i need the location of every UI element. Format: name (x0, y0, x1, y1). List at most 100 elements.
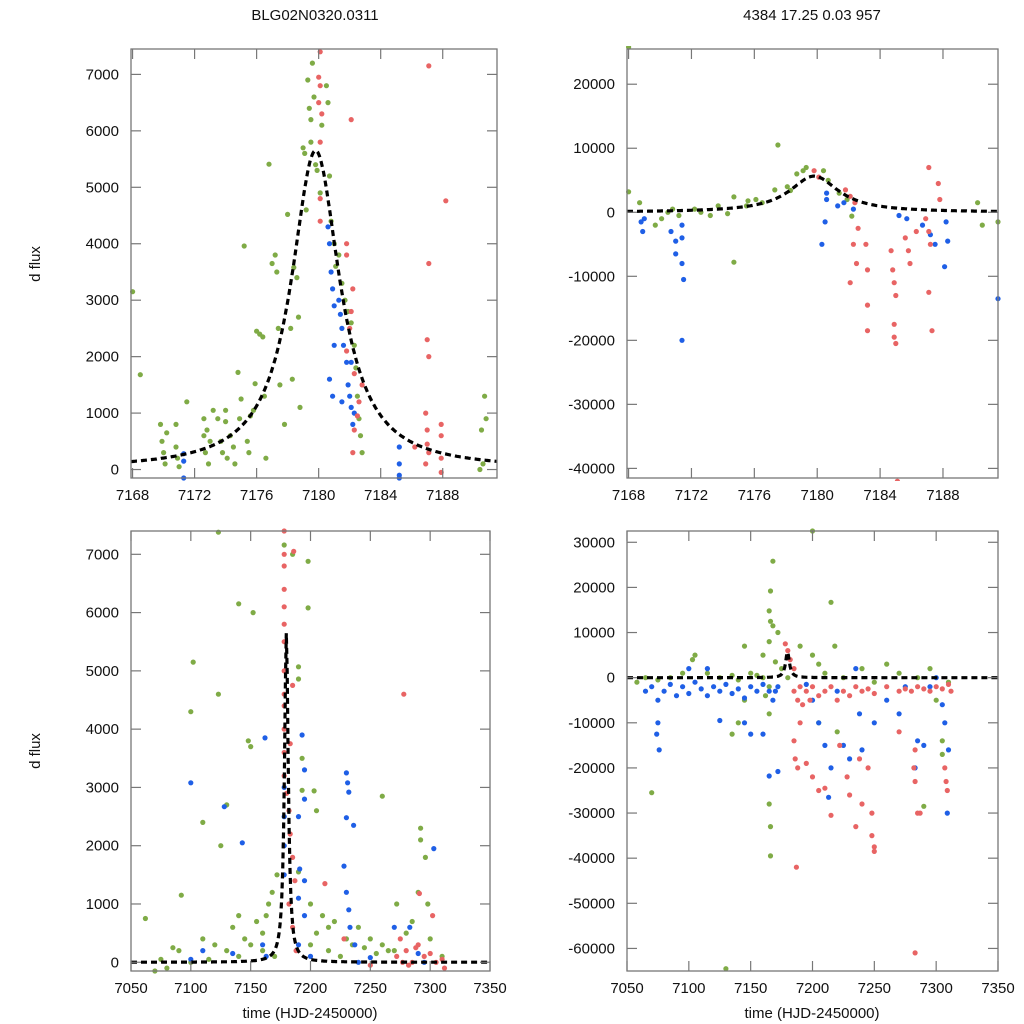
data-point (176, 464, 182, 470)
data-point (316, 74, 322, 80)
data-point (230, 924, 236, 930)
data-point (797, 684, 803, 690)
y-tick-label: -10000 (568, 268, 615, 285)
data-point (281, 604, 287, 610)
data-point (754, 688, 760, 694)
data-point (692, 679, 698, 685)
data-point (942, 264, 948, 270)
data-point (350, 450, 356, 456)
data-point (281, 542, 287, 548)
data-point (224, 455, 230, 461)
plot-frame (130, 48, 498, 479)
data-point (945, 238, 951, 244)
data-point (896, 729, 902, 735)
data-point (686, 690, 692, 697)
data-point (431, 846, 437, 852)
data-point (204, 427, 210, 433)
data-point (933, 697, 939, 703)
data-point (748, 731, 754, 737)
data-point (281, 551, 287, 557)
data-point (856, 711, 863, 717)
data-point (223, 419, 229, 425)
data-point (274, 872, 280, 878)
data-point (717, 688, 723, 694)
data-point (760, 731, 766, 737)
data-point (311, 788, 317, 794)
data-point (912, 950, 918, 956)
data-point (828, 812, 834, 818)
data-point (367, 955, 373, 961)
data-point (373, 950, 379, 957)
data-point (762, 693, 769, 699)
series-blue (638, 190, 1001, 343)
y-tick-label: 4000 (86, 721, 119, 738)
data-point (347, 924, 353, 930)
data-point (933, 684, 939, 690)
model-curve (627, 646, 998, 680)
data-point (427, 950, 433, 957)
y-tick-label: 3000 (86, 292, 119, 309)
panel-top-right: 7168 7172 7176 7180 7184 7188 -40000 -30000 -200… (568, 46, 1001, 504)
data-point (291, 548, 297, 555)
data-point (871, 848, 877, 855)
data-point (871, 690, 877, 697)
data-point (654, 731, 660, 737)
data-point (339, 325, 345, 331)
data-point (357, 433, 364, 439)
data-point (418, 837, 424, 843)
data-point (317, 139, 323, 145)
data-point (337, 311, 343, 317)
data-point (354, 413, 360, 419)
x-tick-label: 7300 (413, 980, 446, 997)
data-point (859, 801, 865, 807)
data-point (188, 709, 194, 715)
data-point (331, 303, 337, 309)
data-point (793, 864, 800, 870)
data-point (178, 892, 184, 898)
data-point (246, 450, 252, 456)
data-point (176, 948, 182, 954)
data-point (224, 948, 230, 954)
x-tick-label: 7172 (178, 487, 211, 504)
x-tick-label: 7250 (858, 980, 891, 997)
y-tick-label: 1000 (86, 896, 119, 913)
data-point (184, 399, 190, 405)
data-point (859, 666, 865, 672)
data-point (748, 670, 754, 676)
data-point (308, 139, 314, 145)
series-red (811, 164, 943, 481)
data-point (309, 60, 315, 66)
data-point (894, 478, 900, 481)
data-point (655, 697, 661, 703)
data-point (673, 251, 679, 257)
data-point (856, 756, 863, 762)
data-point (322, 881, 328, 887)
data-point (673, 693, 680, 699)
data-point (317, 218, 323, 224)
data-point (679, 337, 685, 343)
data-point (303, 207, 309, 213)
data-point (844, 196, 850, 203)
data-point (926, 228, 932, 235)
data-point (741, 643, 748, 649)
y-tick-label: 0 (607, 204, 615, 221)
x-tick-label: 7168 (116, 487, 149, 504)
y-tick-label: -40000 (568, 460, 615, 477)
data-point (173, 421, 179, 427)
data-point (426, 260, 432, 267)
data-point (343, 815, 349, 821)
data-point (331, 918, 337, 925)
data-point (865, 765, 871, 771)
data-point (441, 965, 448, 971)
data-point (797, 720, 803, 726)
data-point (164, 430, 170, 436)
y-tick-label: 7000 (86, 546, 119, 563)
data-point (864, 328, 871, 334)
data-point (345, 382, 351, 388)
xlabel-bottom-right: time (HJD-2450000) (744, 1005, 879, 1022)
data-point (923, 216, 929, 222)
data-point (686, 666, 692, 672)
data-point (281, 668, 287, 674)
data-point (704, 670, 711, 676)
data-point (907, 260, 913, 267)
